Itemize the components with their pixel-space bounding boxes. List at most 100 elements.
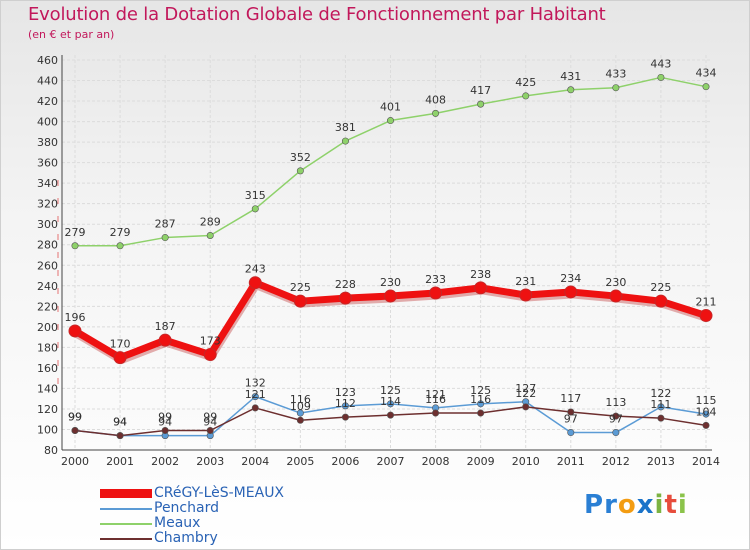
data-label: 117 (560, 392, 581, 405)
legend-item-cregy[interactable]: CRéGY-LèS-MEAUX (100, 486, 284, 501)
data-label: 243 (245, 263, 266, 276)
data-label: 99 (68, 411, 82, 424)
data-point (206, 426, 214, 434)
x-tick-label: 2001 (106, 455, 134, 468)
y-tick-label: 400 (37, 116, 58, 129)
x-tick-label: 2005 (286, 455, 314, 468)
data-label: 94 (203, 416, 217, 429)
logo-letter: i (677, 490, 688, 520)
data-label: 122 (515, 387, 536, 400)
x-tick-label: 2006 (331, 455, 359, 468)
data-point (609, 289, 623, 303)
data-point (71, 426, 79, 434)
data-point (386, 117, 394, 125)
y-tick-label: 140 (37, 382, 58, 395)
data-label: 230 (380, 276, 401, 289)
x-tick-label: 2009 (467, 455, 495, 468)
data-point (341, 137, 349, 145)
data-point (296, 416, 304, 424)
data-point (161, 234, 169, 242)
chart-subtitle: (en € et par an) (28, 28, 115, 41)
data-label: 123 (335, 386, 356, 399)
x-tick-label: 2010 (512, 455, 540, 468)
data-point (477, 400, 485, 408)
y-tick-label: 160 (37, 362, 58, 375)
x-tick-label: 2004 (241, 455, 269, 468)
legend-item-penchard[interactable]: Penchard (100, 501, 284, 516)
data-label: 125 (380, 384, 401, 397)
logo-letter: P (584, 490, 605, 520)
data-label: 289 (200, 216, 221, 229)
data-point (612, 84, 620, 92)
y-tick-label: 120 (37, 403, 58, 416)
data-label: 279 (110, 226, 131, 239)
data-label: 228 (335, 278, 356, 291)
y-tick-label: 260 (37, 259, 58, 272)
legend-swatch-penchard (100, 507, 152, 510)
data-label: 94 (113, 416, 127, 429)
legend-label-penchard: Penchard (154, 500, 219, 516)
data-label: 417 (470, 84, 491, 97)
data-label: 114 (380, 395, 401, 408)
legend-item-meaux[interactable]: Meaux (100, 516, 284, 531)
data-label: 196 (65, 311, 86, 324)
data-label: 170 (110, 338, 131, 351)
data-label: 233 (425, 273, 446, 286)
legend: CRéGY-LèS-MEAUX Penchard Meaux Chambry (100, 486, 284, 546)
logo-letter: o (617, 490, 637, 520)
y-tick-label: 100 (37, 423, 58, 436)
x-tick-label: 2002 (151, 455, 179, 468)
data-label: 238 (470, 268, 491, 281)
data-point (161, 426, 169, 434)
x-tick-label: 2003 (196, 455, 224, 468)
data-point (251, 205, 259, 213)
data-label: 279 (65, 226, 86, 239)
data-label: 225 (650, 281, 671, 294)
x-tick-label: 2011 (557, 455, 585, 468)
data-label: 132 (245, 377, 266, 390)
data-point (702, 421, 710, 429)
data-point (432, 409, 440, 417)
legend-label-chambry: Chambry (154, 530, 218, 546)
data-point (251, 404, 259, 412)
data-label: 116 (425, 393, 446, 406)
y-tick-label: 220 (37, 300, 58, 313)
data-point (657, 73, 665, 81)
data-point (248, 276, 262, 290)
data-point (567, 429, 575, 437)
data-point (702, 83, 710, 91)
data-label: 113 (605, 396, 626, 409)
data-label: 381 (335, 121, 356, 134)
data-point (522, 403, 530, 411)
logo-letter: x (636, 490, 655, 520)
data-point (116, 432, 124, 440)
data-label: 122 (650, 387, 671, 400)
y-tick-label: 300 (37, 218, 58, 231)
data-point (338, 291, 352, 305)
data-label: 434 (696, 67, 717, 80)
data-point (477, 409, 485, 417)
y-tick-label: 440 (37, 75, 58, 88)
data-label: 408 (425, 93, 446, 106)
legend-swatch-meaux (100, 522, 152, 525)
data-point (384, 289, 397, 303)
data-label: 425 (515, 76, 536, 89)
legend-item-chambry[interactable]: Chambry (100, 531, 284, 546)
data-label: 99 (158, 411, 172, 424)
data-point (116, 242, 124, 250)
data-point (477, 100, 485, 108)
data-label: 443 (650, 57, 671, 70)
x-tick-label: 2007 (377, 455, 405, 468)
data-point (113, 351, 127, 365)
data-point (432, 109, 440, 117)
data-point (654, 294, 668, 308)
data-point (296, 167, 304, 175)
y-tick-label: 320 (37, 198, 58, 211)
data-point (71, 242, 79, 250)
data-label: 315 (245, 189, 266, 202)
data-point (567, 408, 575, 416)
y-tick-label: 360 (37, 157, 58, 170)
data-point (612, 412, 620, 420)
proxiti-logo: Proxiti (584, 490, 688, 520)
